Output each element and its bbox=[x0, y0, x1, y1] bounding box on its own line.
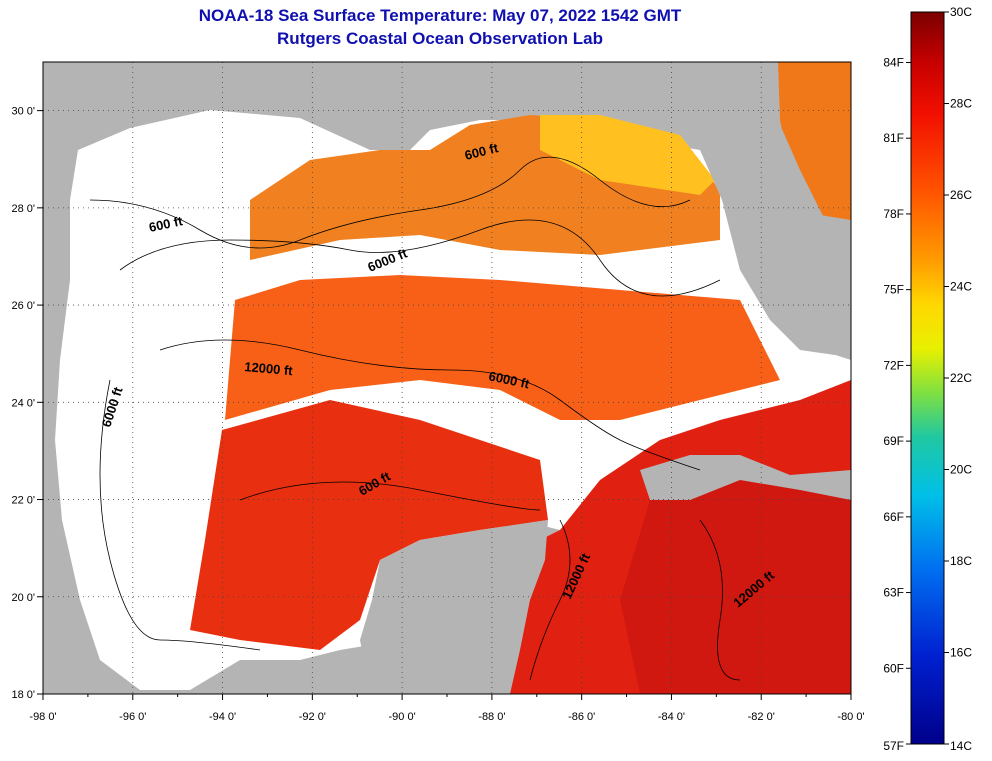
lat-tick-label: 28 0' bbox=[11, 203, 35, 215]
lon-tick-label: -96 0' bbox=[119, 711, 146, 723]
sst-swath-central bbox=[225, 275, 780, 420]
colorbar-c-label: 22C bbox=[950, 371, 972, 385]
lon-tick-label: -90 0' bbox=[389, 711, 416, 723]
contour-label-600-west: 600 ft bbox=[148, 213, 185, 235]
colorbar-f-label: 72F bbox=[883, 358, 904, 372]
colorbar bbox=[910, 11, 945, 745]
colorbar-c-label: 26C bbox=[950, 188, 972, 202]
yucatan-land bbox=[360, 520, 548, 694]
lat-tick-label: 20 0' bbox=[11, 592, 35, 604]
colorbar-c-label: 20C bbox=[950, 463, 972, 477]
sst-swath-yellow bbox=[540, 115, 715, 195]
lon-tick-label: -82 0' bbox=[748, 711, 775, 723]
lat-tick-label: 24 0' bbox=[11, 397, 35, 409]
lon-tick-label: -84 0' bbox=[658, 711, 685, 723]
contour-label-12000-west: 12000 ft bbox=[244, 359, 294, 378]
map-subtitle: Rutgers Coastal Ocean Observation Lab bbox=[277, 29, 603, 48]
lon-tick-label: -88 0' bbox=[478, 711, 505, 723]
lon-tick-label: -94 0' bbox=[209, 711, 236, 723]
colorbar-f-label: 81F bbox=[883, 131, 904, 145]
colorbar-c-label: 24C bbox=[950, 280, 972, 294]
lon-tick-label: -98 0' bbox=[29, 711, 56, 723]
colorbar-c-label: 14C bbox=[950, 739, 972, 753]
latitude-axis: 30 0' 28 0' 26 0' 24 0' 22 0' 20 0' 18 0' bbox=[11, 106, 43, 701]
colorbar-c-label: 18C bbox=[950, 554, 972, 568]
lon-tick-label: -92 0' bbox=[299, 711, 326, 723]
colorbar-f-label: 78F bbox=[883, 207, 904, 221]
sst-swath-south bbox=[190, 400, 548, 650]
map-title: NOAA-18 Sea Surface Temperature: May 07,… bbox=[198, 6, 682, 25]
colorbar-c-label: 30C bbox=[950, 5, 972, 19]
sst-swath-caribbean bbox=[620, 475, 851, 694]
lat-tick-label: 26 0' bbox=[11, 300, 35, 312]
florida-land bbox=[700, 120, 840, 355]
lat-tick-label: 22 0' bbox=[11, 495, 35, 507]
colorbar-fahrenheit-labels: 84F 81F 78F 75F 72F 69F 66F 63F 60F 57F bbox=[883, 55, 911, 753]
colorbar-f-label: 66F bbox=[883, 510, 904, 524]
colorbar-c-label: 28C bbox=[950, 97, 972, 111]
lon-tick-label: -80 0' bbox=[837, 711, 864, 723]
graticule bbox=[43, 62, 851, 694]
colorbar-f-label: 75F bbox=[883, 283, 904, 297]
colorbar-f-label: 57F bbox=[883, 739, 904, 753]
cuba-land bbox=[640, 455, 851, 500]
colorbar-celsius-labels: 30C 28C 26C 24C 22C 20C 18C 16C 14C bbox=[944, 5, 972, 753]
colorbar-c-label: 16C bbox=[950, 646, 972, 660]
lat-tick-label: 30 0' bbox=[11, 106, 35, 118]
colorbar-f-label: 60F bbox=[883, 661, 904, 675]
longitude-axis: -98 0' -96 0' -94 0' -92 0' -90 0' -88 0' -86 … bbox=[29, 694, 865, 723]
colorbar-f-label: 69F bbox=[883, 434, 904, 448]
colorbar-f-label: 63F bbox=[883, 586, 904, 600]
colorbar-f-label: 84F bbox=[883, 55, 904, 69]
sst-swath-florida bbox=[778, 62, 851, 220]
lat-tick-label: 18 0' bbox=[11, 689, 35, 701]
lon-tick-label: -86 0' bbox=[568, 711, 595, 723]
bathymetry-contours bbox=[89, 156, 741, 681]
